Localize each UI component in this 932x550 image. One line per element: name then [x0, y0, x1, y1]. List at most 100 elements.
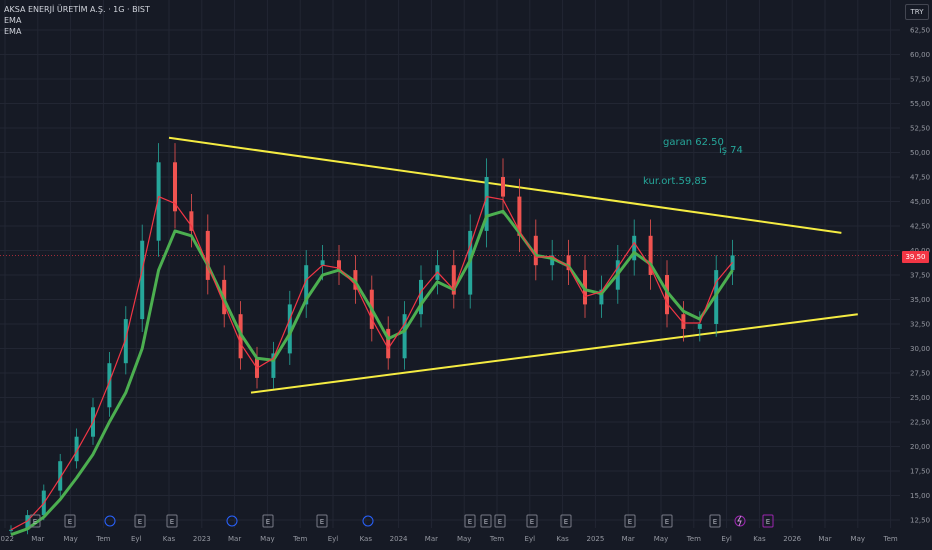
candle-body — [501, 177, 505, 197]
candle-body — [402, 314, 407, 359]
candle-body — [304, 265, 309, 305]
candle-body — [566, 255, 571, 271]
earnings-icon-label: E — [628, 518, 632, 526]
x-tick-label: Tem — [686, 535, 701, 543]
x-tick-label: Kas — [360, 535, 373, 543]
y-tick-label: 50,00 — [910, 149, 930, 157]
x-tick-label: May — [457, 535, 471, 543]
x-tick-label: May — [654, 535, 668, 543]
y-tick-label: 37,50 — [910, 272, 930, 280]
dividend-icon — [226, 515, 238, 527]
x-axis-ticks: 2022 Mar May Tem Eyl Kas 2023 Mar May Tem Eyl Kas 20… — [0, 535, 898, 543]
candle-body — [419, 279, 423, 315]
ema-lines — [10, 196, 734, 537]
note-is[interactable]: iş 74 — [719, 145, 743, 156]
x-tick-label: 2023 — [193, 535, 211, 543]
y-tick-label: 45,00 — [910, 198, 930, 206]
symbol-title[interactable]: AKSA ENERJİ ÜRETİM A.Ş. · 1G · BIST — [4, 5, 150, 14]
y-tick-label: 62,50 — [910, 27, 930, 35]
x-tick-label: Mar — [228, 535, 241, 543]
y-tick-label: 17,50 — [910, 468, 930, 476]
x-tick-label: Kas — [163, 535, 176, 543]
candle-body — [337, 260, 341, 271]
x-tick-label: Mar — [425, 535, 438, 543]
candle-body — [353, 270, 358, 290]
y-tick-label: 52,50 — [910, 125, 930, 133]
chart-legend: AKSA ENERJİ ÜRETİM A.Ş. · 1G · BIST EMA … — [4, 4, 150, 37]
earnings-icon — [480, 514, 492, 528]
earnings-icon — [494, 514, 506, 528]
note-garan[interactable]: garan 62.50 — [663, 137, 724, 148]
candle-body — [681, 314, 686, 329]
earnings-icon-label: E — [530, 518, 534, 526]
candle-body — [173, 162, 177, 212]
candle-body — [451, 265, 456, 295]
candle-body — [25, 515, 30, 530]
trendlines[interactable] — [168, 136, 858, 394]
candle-body — [58, 461, 63, 491]
candle-body — [205, 230, 210, 280]
x-tick-label: Tem — [95, 535, 110, 543]
earnings-icon-label: E — [498, 518, 502, 526]
earnings-icon-label: E — [68, 518, 72, 526]
candle-body — [189, 211, 194, 231]
earnings-icon — [709, 514, 721, 528]
x-tick-label: Tem — [489, 535, 504, 543]
candle-body — [9, 529, 13, 531]
x-tick-label: Eyl — [328, 535, 339, 543]
earnings-icon-label: E — [766, 518, 770, 526]
y-tick-label: 42,50 — [910, 223, 930, 231]
earnings-icon-label: E — [713, 518, 717, 526]
earnings-icon — [526, 514, 538, 528]
x-tick-label: May — [63, 535, 77, 543]
candle-body — [386, 328, 391, 359]
x-tick-label: Kas — [556, 535, 569, 543]
last-price-label: 39,50 — [902, 251, 929, 263]
x-tick-label: 2025 — [586, 535, 604, 543]
ema-indicator-1[interactable]: EMA — [4, 16, 22, 25]
x-tick-label: 2022 — [0, 535, 14, 543]
ema-fast-line — [10, 196, 734, 531]
x-tick-label: May — [851, 535, 865, 543]
candle-body — [320, 260, 325, 266]
x-tick-label: Eyl — [721, 535, 732, 543]
earnings-icon-label: E — [468, 518, 472, 526]
y-tick-label: 32,50 — [910, 321, 930, 329]
y-tick-label: 22,50 — [910, 419, 930, 427]
x-tick-label: May — [260, 535, 274, 543]
earnings-icon — [262, 514, 274, 528]
candle-body — [533, 235, 538, 266]
grid-lines — [0, 0, 900, 528]
y-tick-label: 20,00 — [910, 443, 930, 451]
x-tick-label: Mar — [622, 535, 635, 543]
x-tick-label: Mar — [31, 535, 44, 543]
earnings-icon — [29, 514, 41, 528]
dividend-icon — [104, 515, 116, 527]
earnings-icon — [624, 514, 636, 528]
dividend-icon — [362, 515, 374, 527]
candle-body — [156, 162, 161, 241]
earnings-icon-label: E — [564, 518, 568, 526]
y-tick-label: 30,00 — [910, 345, 930, 353]
y-tick-label: 15,00 — [910, 492, 930, 500]
earnings-icon — [134, 514, 146, 528]
ema-indicator-2[interactable]: EMA — [4, 27, 22, 36]
earnings-icon-label: E — [320, 518, 324, 526]
earnings-icon — [762, 514, 774, 528]
candle-body — [107, 363, 112, 408]
earnings-icon — [166, 514, 178, 528]
x-tick-label: Mar — [818, 535, 831, 543]
upper-trendline — [168, 136, 842, 234]
y-tick-label: 47,50 — [910, 174, 930, 182]
note-kur[interactable]: kur.ort.59,85 — [643, 176, 708, 187]
earnings-icon — [316, 514, 328, 528]
candle-body — [697, 324, 702, 329]
ema-slow-line — [10, 209, 734, 537]
candle-body — [599, 289, 604, 305]
y-axis-ticks: 62,50 60,00 57,50 55,00 52,50 50,00 47,50 45,00… — [910, 27, 930, 525]
candle-body — [74, 436, 79, 462]
x-tick-label: Eyl — [131, 535, 142, 543]
currency-button[interactable]: TRY — [905, 4, 929, 20]
